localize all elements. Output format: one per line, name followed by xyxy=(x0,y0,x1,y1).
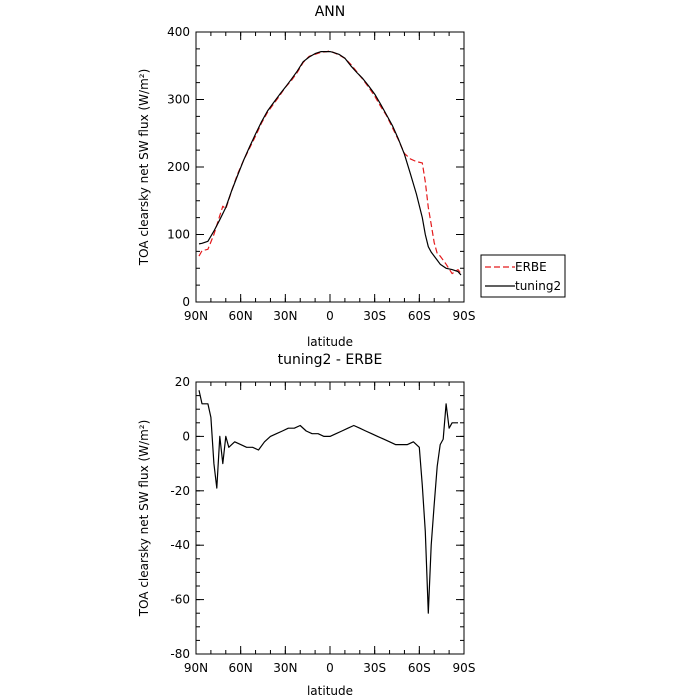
legend-box xyxy=(480,254,566,298)
y-tick-label: -40 xyxy=(170,538,190,552)
x-axis-label: latitude xyxy=(307,335,353,349)
x-tick-label: 90N xyxy=(184,309,208,323)
y-axis-label: TOA clearsky net SW flux (W/m²) xyxy=(137,420,151,618)
x-tick-label: 30N xyxy=(273,661,297,675)
x-tick-label: 0 xyxy=(326,309,334,323)
y-tick-label: 400 xyxy=(167,25,190,39)
series-line-erbe xyxy=(198,50,462,275)
series-line-tuning2 xyxy=(198,50,462,276)
y-axis-label: TOA clearsky net SW flux (W/m²) xyxy=(137,69,151,267)
x-tick-label: 30S xyxy=(363,661,386,675)
y-tick-label: 0 xyxy=(182,295,190,309)
series-group xyxy=(198,390,458,614)
y-tick-label: -20 xyxy=(170,484,190,498)
legend-label-tuning2: tuning2 xyxy=(515,279,561,293)
chart-difference: tuning2 - ERBE -80 -60 -40 -20 0 20 90N 60N 30N… xyxy=(137,352,475,698)
legend-label-erbe: ERBE xyxy=(515,260,547,274)
x-tick-label: 0 xyxy=(326,661,334,675)
y-axis: -80 -60 -40 -20 0 20 xyxy=(170,375,464,661)
chart-title: tuning2 - ERBE xyxy=(278,352,383,368)
chart-title: ANN xyxy=(315,4,346,20)
y-tick-label: 100 xyxy=(167,228,190,242)
x-tick-label: 90N xyxy=(184,661,208,675)
x-tick-label: 90S xyxy=(453,309,476,323)
x-axis: 90N 60N 30N 0 30S 60S 90S xyxy=(184,32,476,323)
x-axis: 90N 60N 30N 0 30S 60S 90S xyxy=(184,382,476,675)
y-tick-label: -60 xyxy=(170,593,190,607)
chart-annual: ANN 0 100 200 300 400 90N 60N 30N 0 30S 60S 90S la… xyxy=(137,4,566,349)
y-axis: 0 100 200 300 400 xyxy=(167,25,464,309)
y-tick-label: 0 xyxy=(182,429,190,443)
series-line-difference xyxy=(198,390,458,614)
x-tick-label: 60N xyxy=(229,309,253,323)
y-tick-label: 300 xyxy=(167,93,190,107)
x-axis-label: latitude xyxy=(307,684,353,698)
x-tick-label: 90S xyxy=(453,661,476,675)
y-tick-label: -80 xyxy=(170,647,190,661)
plot-frame xyxy=(195,31,465,303)
legend: ERBE tuning2 xyxy=(480,254,566,298)
x-tick-label: 60S xyxy=(408,661,431,675)
series-group xyxy=(198,50,462,276)
x-tick-label: 60S xyxy=(408,309,431,323)
x-tick-label: 30S xyxy=(363,309,386,323)
plot-frame xyxy=(195,381,465,655)
x-tick-label: 60N xyxy=(229,661,253,675)
x-tick-label: 30N xyxy=(273,309,297,323)
y-tick-label: 200 xyxy=(167,160,190,174)
y-tick-label: 20 xyxy=(175,375,190,389)
